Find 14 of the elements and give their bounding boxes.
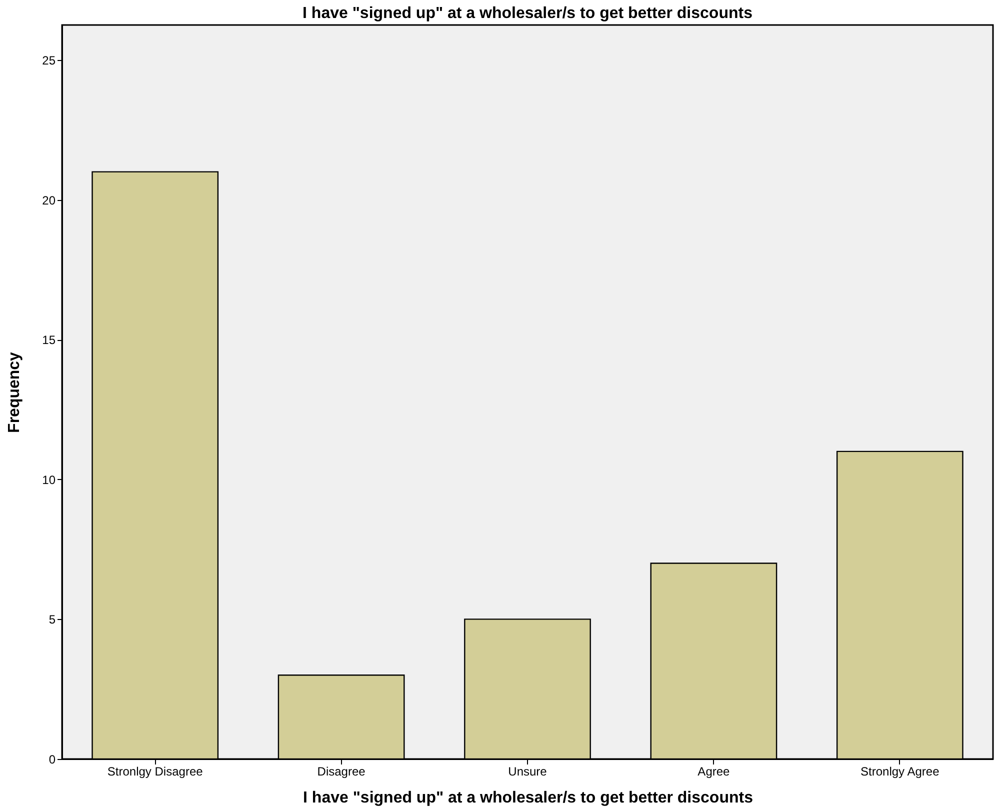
y-tick-label: 0 bbox=[48, 752, 56, 766]
x-tick-label: Stronlgy Disagree bbox=[107, 764, 204, 778]
x-tick-label: Agree bbox=[698, 764, 730, 778]
y-tick-label: 15 bbox=[42, 333, 56, 348]
chart-title: I have "signed up" at a wholesaler/s to get better discounts bbox=[302, 5, 753, 22]
y-tick-label: 10 bbox=[42, 472, 56, 487]
y-tick-label: 25 bbox=[42, 53, 56, 68]
y-axis-title: Frequency bbox=[6, 352, 24, 433]
y-tick-label: 5 bbox=[48, 612, 56, 627]
x-tick-label: Unsure bbox=[508, 764, 548, 778]
x-axis-title: I have "signed up" at a wholesaler/s to get better discounts bbox=[303, 790, 754, 806]
x-tick-label: Disagree bbox=[317, 764, 366, 778]
y-tick-label: 20 bbox=[42, 193, 56, 208]
x-tick-label: Stronlgy Agree bbox=[860, 764, 940, 778]
